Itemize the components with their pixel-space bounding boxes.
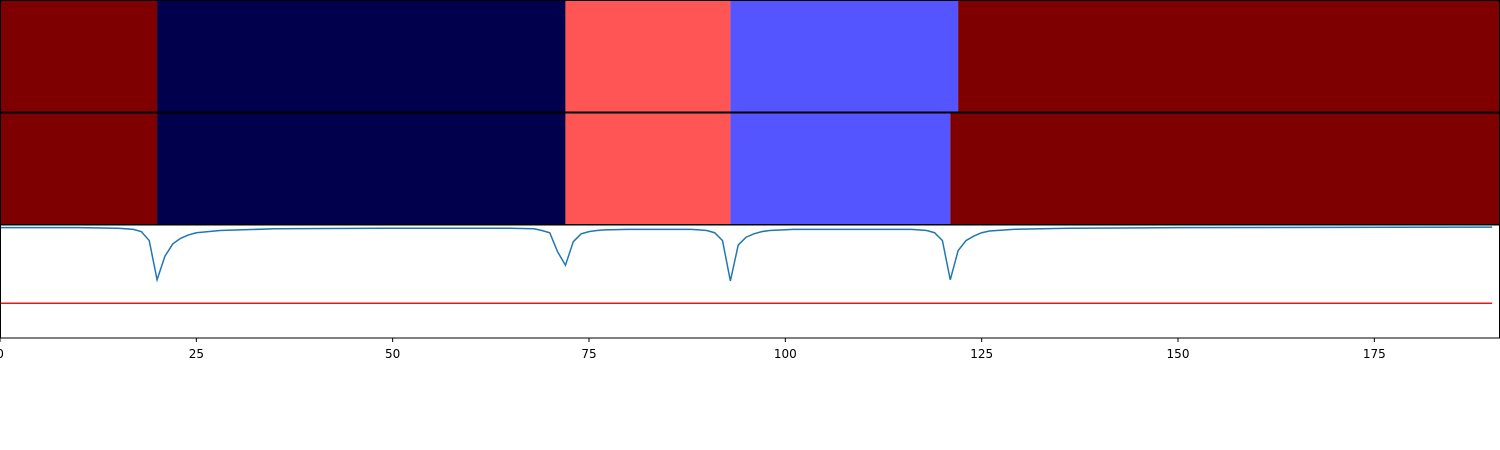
segment — [730, 112, 951, 225]
segment — [565, 112, 731, 225]
line — [0, 226, 1493, 283]
x-tick-label: 100 — [774, 347, 797, 361]
segment — [157, 112, 566, 225]
segment — [565, 0, 731, 113]
x-tick-label: 175 — [1363, 347, 1386, 361]
x-tick-label: 125 — [970, 347, 993, 361]
segment — [730, 0, 959, 113]
x-tick-label: 25 — [189, 347, 204, 361]
x-tick-label: 150 — [1167, 347, 1190, 361]
x-tick-label: 50 — [385, 347, 400, 361]
segment — [958, 0, 1500, 113]
x-tick-label: 0 — [0, 347, 4, 361]
segment — [0, 0, 158, 113]
segment — [157, 0, 566, 113]
x-tick-label: 75 — [581, 347, 596, 361]
segment — [0, 112, 158, 225]
axes-frame — [0, 224, 1500, 339]
segment — [950, 112, 1500, 225]
